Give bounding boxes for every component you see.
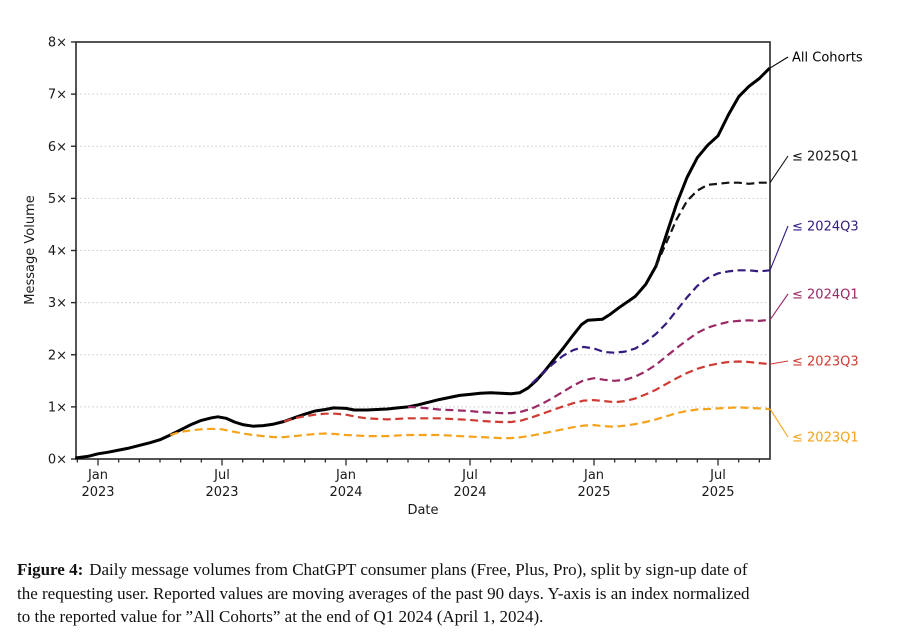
y-tick-label-8: 8×: [48, 36, 67, 51]
message-volume-chart: 0× 1× 2× 3× 4× 5× 6× 7× 8× Jan 2023 Jul 2023 Jan 2024 J…: [23, 36, 863, 519]
legend-leader-1: [769, 155, 789, 184]
y-tick-label-5: 5×: [48, 192, 67, 207]
y-tick-label-3: 3×: [48, 296, 67, 311]
x-tick-label-Jan-2023: Jan 2023: [81, 468, 114, 500]
figure-caption: Figure 4: Daily message volumes from Chat…: [17, 558, 883, 629]
y-tick-label-2: 2×: [48, 348, 67, 363]
y-tick-label-7: 7×: [48, 88, 67, 103]
series-line-1-2025q1: [654, 181, 770, 267]
legend-label-2023q3: ≤ 2023Q3: [792, 355, 859, 370]
caption-line-3: to the reported value for ”All Cohorts” …: [17, 607, 544, 626]
series-line-2-2024q3: [531, 269, 770, 385]
legend-leader-4: [769, 360, 789, 365]
legend-leader-3: [769, 293, 789, 321]
plot-frame: [75, 41, 771, 460]
x-tick-label-Jul-2025: Jul 2025: [701, 468, 734, 500]
y-tick-label-1: 1×: [48, 400, 67, 415]
legend-label-2025q1: ≤ 2025Q1: [792, 150, 859, 165]
series-line-4-2023q3: [283, 360, 770, 424]
y-tick-label-0: 0×: [48, 453, 67, 468]
y-axis-title: Message Volume: [23, 195, 38, 304]
series-line-5-2023q1: [169, 406, 770, 440]
x-axis-title: Date: [407, 503, 438, 518]
legend-label-2024q1: ≤ 2024Q1: [792, 288, 859, 303]
figure-caption-label: Figure 4:: [17, 560, 84, 579]
legend-leader-2: [769, 225, 789, 271]
series-line-3-2024q1: [407, 318, 770, 415]
legend-label-2024q3: ≤ 2024Q3: [792, 220, 859, 235]
caption-line-2: the requesting user. Reported values are…: [17, 583, 750, 603]
x-tick-label-Jul-2023: Jul 2023: [205, 468, 238, 500]
x-tick-label-Jan-2024: Jan 2024: [329, 468, 362, 500]
caption-line-1: Daily message volumes from ChatGPT consu…: [89, 560, 748, 579]
x-tick-label-Jul-2024: Jul 2024: [453, 468, 486, 500]
legend-leader-0: [769, 56, 789, 69]
legend-label-allcohorts: All Cohorts: [792, 51, 863, 66]
legend-label-2023q1: ≤ 2023Q1: [792, 431, 859, 446]
x-tick-label-Jan-2025: Jan 2025: [577, 468, 610, 500]
legend-leader-5: [769, 408, 789, 438]
y-tick-label-4: 4×: [48, 244, 67, 259]
series-line-0-allcohorts: [75, 67, 771, 460]
y-tick-label-6: 6×: [48, 140, 67, 155]
